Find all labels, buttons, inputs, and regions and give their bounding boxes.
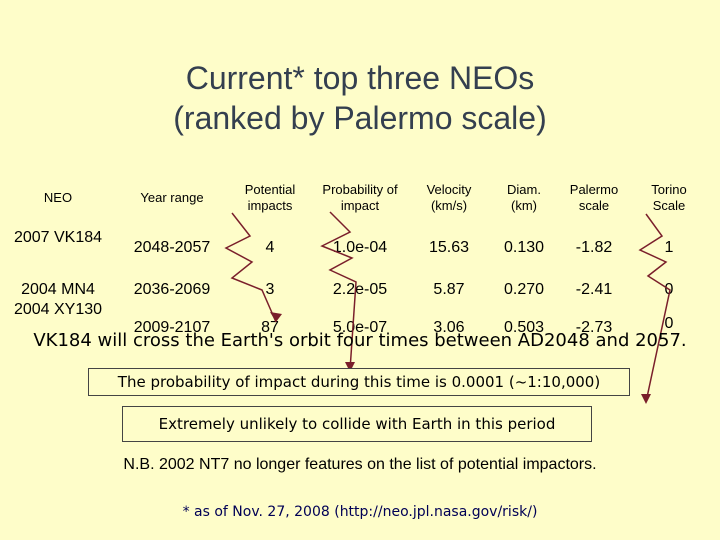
- torino-callout-text: Extremely unlikely to collide with Earth…: [158, 415, 556, 433]
- row2-palermo: -2.41: [575, 281, 613, 298]
- row1-palermo: -1.82: [575, 239, 613, 256]
- header-palermo: Palermo scale: [569, 182, 619, 213]
- title-line-1: Current* top three NEOs: [185, 60, 535, 96]
- row3-diam: 0.503: [503, 319, 545, 336]
- row3-year-range: 2009-2107: [133, 319, 211, 336]
- row2-neo: 2004 MN4: [21, 281, 95, 298]
- title-line-2: (ranked by Palermo scale): [173, 100, 547, 136]
- row2-impacts: 3: [265, 281, 275, 298]
- row2-year-range: 2036-2069: [133, 281, 211, 298]
- header-year-range: Year range: [140, 190, 204, 205]
- row2-torino: 0: [664, 281, 674, 298]
- row3-velocity: 3.06: [433, 319, 465, 336]
- row2-diam: 0.270: [503, 281, 545, 298]
- probability-callout-box: The probability of impact during this ti…: [88, 368, 630, 396]
- row1-neo: 2007 VK184: [13, 229, 103, 246]
- row2-velocity: 5.87: [433, 281, 465, 298]
- row1-velocity: 15.63: [428, 239, 470, 256]
- header-potential-impacts: Potential impacts: [244, 182, 296, 213]
- header-neo: NEO: [43, 190, 73, 205]
- header-torino: Torino Scale: [651, 182, 687, 213]
- probability-callout-text: The probability of impact during this ti…: [117, 373, 601, 391]
- row1-torino: 1: [664, 239, 674, 256]
- row1-probability: 1.0e-04: [332, 239, 388, 256]
- row1-year-range: 2048-2057: [133, 239, 211, 256]
- header-velocity: Velocity (km/s): [426, 182, 472, 213]
- orbit-annotation: VK184 will cross the Earth's orbit four …: [33, 330, 687, 351]
- torino-callout-box: Extremely unlikely to collide with Earth…: [122, 406, 592, 442]
- header-diam: Diam. (km): [507, 182, 541, 213]
- header-probability: Probability of impact: [322, 182, 398, 213]
- note-text: N.B. 2002 NT7 no longer features on the …: [123, 456, 597, 473]
- row1-diam: 0.130: [503, 239, 545, 256]
- row3-impacts: 87: [261, 319, 279, 336]
- arrow-torino-head: [641, 394, 651, 404]
- row3-neo: 2004 XY130: [13, 301, 103, 318]
- row2-probability: 2.2e-05: [332, 281, 388, 298]
- slide-title: Current* top three NEOs (ranked by Paler…: [0, 58, 720, 138]
- row1-impacts: 4: [265, 239, 275, 256]
- neo-table: NEO Year range Potential impacts Probabi…: [10, 176, 716, 340]
- row3-palermo: -2.73: [575, 319, 613, 336]
- source-text: * as of Nov. 27, 2008 (http://neo.jpl.na…: [182, 504, 538, 520]
